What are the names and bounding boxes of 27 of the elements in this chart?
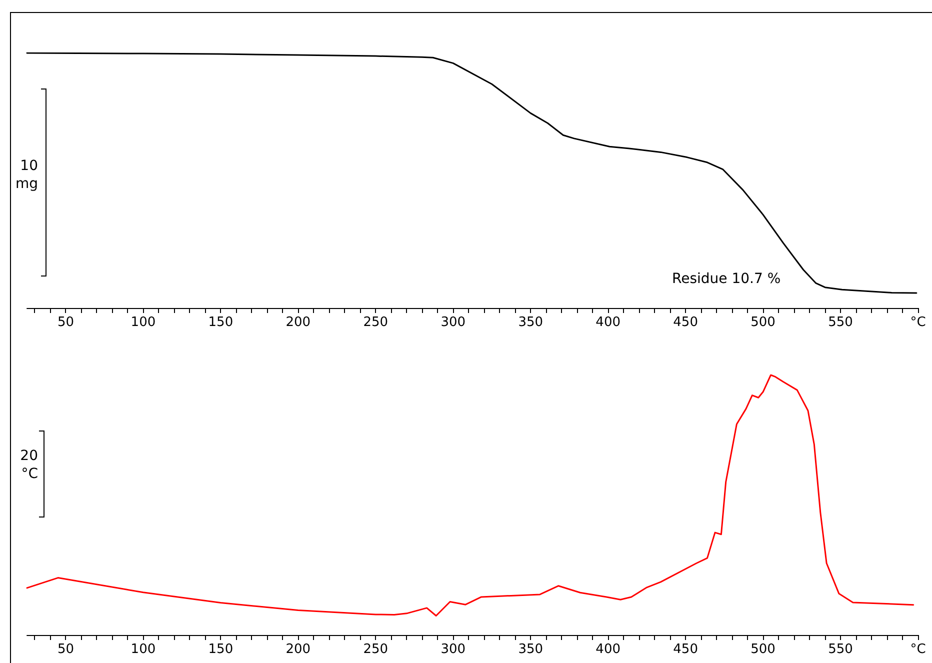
annotation: 20 °C — [19, 447, 38, 483]
x-tick-label: 400 — [596, 642, 620, 657]
annotation: 10 mg — [14, 157, 38, 193]
x-tick-label: 250 — [363, 642, 388, 657]
x-tick-label: 500 — [750, 642, 776, 657]
x-tick-label: 300 — [440, 642, 466, 657]
x-tick-label: 450 — [673, 315, 698, 330]
x-tick-label: 150 — [208, 315, 234, 330]
x-tick-label: 100 — [130, 315, 156, 330]
x-tick-label: 500 — [750, 315, 776, 330]
x-tick-label: °C — [910, 315, 926, 330]
x-tick-label: °C — [910, 642, 926, 657]
x-tick-label: 150 — [208, 642, 234, 657]
annotation: Residue 10.7 % — [672, 270, 781, 288]
x-tick-label: 350 — [518, 642, 544, 657]
x-tick-label: 200 — [286, 315, 311, 330]
x-tick-label: 400 — [596, 315, 620, 330]
x-tick-label: 50 — [57, 642, 74, 657]
x-tick-label: 450 — [673, 642, 698, 657]
x-tick-label: 50 — [57, 315, 74, 330]
x-tick-label: 250 — [363, 315, 388, 330]
x-tick-label: 350 — [518, 315, 544, 330]
x-tick-label: 550 — [828, 642, 853, 657]
x-tick-label: 100 — [130, 642, 156, 657]
x-tick-label: 300 — [440, 315, 466, 330]
x-tick-label: 550 — [828, 315, 853, 330]
x-tick-label: 200 — [286, 642, 311, 657]
